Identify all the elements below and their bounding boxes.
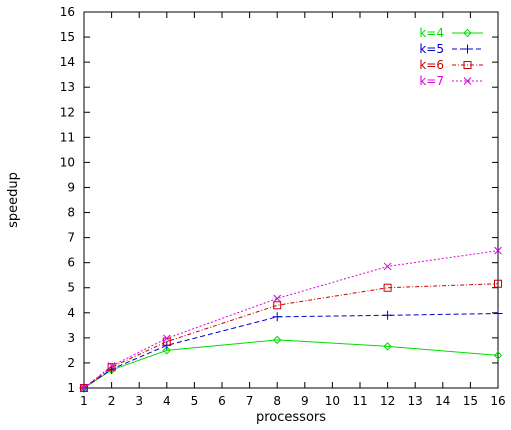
data-point	[383, 342, 392, 351]
y-tick-label: 3	[67, 331, 75, 345]
data-point	[493, 351, 503, 360]
y-tick-label: 12	[60, 105, 75, 119]
data-point	[463, 77, 472, 85]
data-point	[273, 301, 282, 310]
x-tick-label: 6	[218, 394, 226, 408]
data-point	[80, 384, 88, 392]
y-tick-label: 6	[67, 256, 75, 270]
y-tick-label: 7	[67, 231, 75, 245]
data-point	[463, 44, 472, 54]
data-point	[162, 346, 172, 355]
x-tick-label: 5	[191, 394, 199, 408]
data-point	[107, 363, 116, 372]
series-line	[83, 313, 499, 389]
y-tick-label: 1	[67, 381, 75, 395]
x-axis-label: processors	[256, 410, 326, 425]
legend-entry: k=5	[419, 42, 483, 56]
y-tick-label: 8	[67, 206, 75, 220]
ticks-layer: 1 2 3 4 5 6 7 8 9 10 11 12 13 14 15 1612345678910111213…	[60, 5, 506, 408]
data-point	[383, 310, 393, 320]
y-tick-label: 15	[60, 30, 75, 44]
x-tick-label: 3	[135, 394, 143, 408]
x-tick-label: 12	[380, 394, 395, 408]
data-point	[272, 312, 282, 322]
data-point	[494, 246, 502, 255]
legend-label: k=6	[419, 58, 444, 72]
y-tick-label: 10	[60, 155, 75, 169]
y-tick-label: 13	[60, 80, 75, 94]
y-tick-label: 2	[67, 356, 75, 370]
series-k=7	[80, 246, 502, 392]
x-tick-label: 11	[352, 394, 367, 408]
series-k=4	[79, 335, 503, 393]
legend-entry: k=7	[419, 74, 483, 88]
x-tick-label: 1	[80, 394, 88, 408]
lines-layer	[79, 246, 503, 393]
data-point	[272, 335, 282, 345]
legend: k=4 k=5 k=6 k=7	[419, 26, 483, 88]
legend-entry: k=4	[419, 26, 483, 40]
plot-frame	[83, 11, 499, 389]
data-point	[493, 309, 503, 319]
data-point	[162, 334, 171, 343]
data-point	[494, 279, 502, 288]
data-point	[80, 384, 88, 392]
x-tick-label: 15	[463, 394, 478, 408]
data-point	[273, 294, 282, 303]
y-tick-label: 5	[67, 281, 75, 295]
y-tick-label: 4	[67, 306, 75, 320]
x-tick-label: 2	[108, 394, 116, 408]
y-tick-label: 16	[60, 5, 75, 19]
y-tick-label: 9	[67, 180, 75, 194]
x-tick-label: 14	[435, 394, 450, 408]
legend-entry: k=6	[419, 58, 483, 72]
series-line	[83, 250, 499, 389]
data-point	[463, 61, 472, 69]
x-tick-label: 16	[490, 394, 505, 408]
series-line	[83, 339, 499, 389]
data-point	[383, 262, 392, 271]
x-tick-label: 9	[301, 394, 309, 408]
x-tick-label: 10	[325, 394, 340, 408]
series-line	[83, 283, 499, 389]
y-tick-label: 14	[60, 55, 75, 69]
x-tick-label: 7	[246, 394, 254, 408]
x-tick-label: 13	[408, 394, 423, 408]
y-tick-label: 11	[60, 130, 75, 144]
legend-label: k=4	[419, 26, 444, 40]
series-k=6	[80, 279, 502, 392]
x-tick-label: 8	[273, 394, 281, 408]
data-point	[107, 362, 116, 370]
data-point	[383, 283, 392, 292]
y-axis-label: speedup	[6, 172, 21, 228]
legend-label: k=5	[419, 42, 444, 56]
data-point	[463, 28, 472, 38]
legend-label: k=7	[419, 74, 444, 88]
x-tick-label: 4	[163, 394, 171, 408]
